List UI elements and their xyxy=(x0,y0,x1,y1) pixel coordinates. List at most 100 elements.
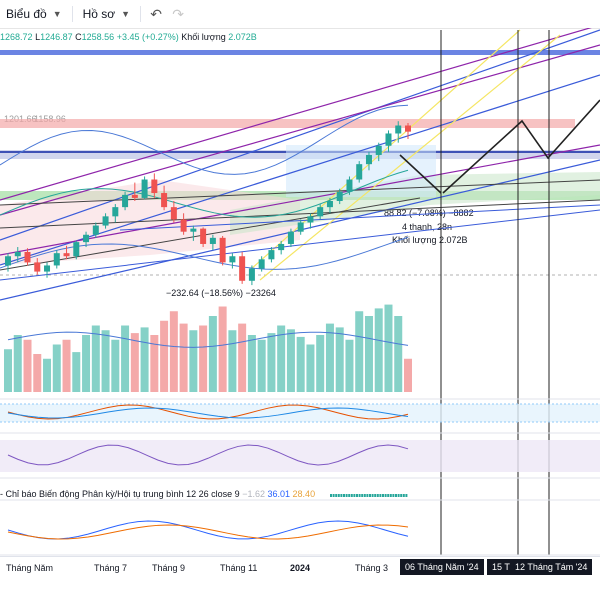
close-label: C xyxy=(75,32,82,42)
candle-body xyxy=(209,237,216,244)
candle-body xyxy=(326,201,333,208)
candle-body xyxy=(161,193,168,208)
candle-body xyxy=(248,268,255,281)
volume-bar xyxy=(296,336,305,392)
volume-bar xyxy=(257,339,266,392)
volume-value: 2.072B xyxy=(228,32,257,42)
candle-body xyxy=(375,145,382,155)
redo-icon[interactable]: ↷ xyxy=(172,5,184,22)
projection-path xyxy=(399,154,442,194)
undo-icon[interactable]: ↶ xyxy=(150,5,162,22)
volume-bar xyxy=(404,358,412,392)
candle-body xyxy=(112,207,119,217)
time-axis[interactable]: Tháng Năm Tháng 7 Tháng 9 Tháng 11 2024 … xyxy=(0,556,600,581)
candle-body xyxy=(317,207,324,217)
candle-body xyxy=(346,179,353,192)
macd-histogram-bar xyxy=(374,494,377,497)
volume-bar xyxy=(169,311,178,392)
volume-bar xyxy=(267,333,276,392)
macd-histogram-bar xyxy=(353,494,356,497)
volume-bar xyxy=(218,306,227,392)
crosshair-date-pill-2: 12 Tháng Tám '24 xyxy=(510,559,593,575)
macd-histogram-bar xyxy=(389,494,392,497)
x-tick-label: Tháng 9 xyxy=(152,563,186,573)
macd-histogram-bar xyxy=(387,494,390,497)
projection-path xyxy=(442,99,600,194)
macd-histogram-bar xyxy=(363,494,366,497)
price-chart[interactable]: 1201.66 1158.96 −232.64 (−18.56%) −23264… xyxy=(0,28,600,556)
candle-body xyxy=(24,251,31,263)
volume-bar xyxy=(208,316,217,392)
macd-histogram-bar xyxy=(340,494,343,497)
volume-bar xyxy=(189,330,198,392)
macd-histogram-bar xyxy=(392,494,395,497)
macd-histogram-bar xyxy=(358,494,361,497)
macd-histogram-bar xyxy=(382,494,384,497)
chevron-down-icon: ▼ xyxy=(121,9,131,19)
candle-body xyxy=(53,253,60,266)
volume-bar xyxy=(111,339,120,392)
rsi-line xyxy=(7,444,409,466)
candle-body xyxy=(44,265,51,272)
candle-body xyxy=(83,234,90,243)
macd-histogram-bar xyxy=(384,494,387,497)
bollinger-upper xyxy=(0,104,409,175)
volume-bar xyxy=(286,329,295,392)
macd-histogram-bar xyxy=(350,494,353,497)
volume-bar xyxy=(91,325,100,392)
macd-histogram-bar xyxy=(361,494,364,497)
trend-line xyxy=(0,29,600,241)
macd-histogram-bar xyxy=(330,494,332,497)
candle-body xyxy=(151,179,158,194)
volume-bar xyxy=(325,323,334,392)
candle-body xyxy=(92,225,99,235)
macd-histogram-bar xyxy=(348,494,351,497)
trend-line xyxy=(0,209,600,281)
macd-histogram-bar xyxy=(397,494,400,497)
candle-body xyxy=(5,256,11,266)
x-tick-label: Tháng Năm xyxy=(6,563,54,573)
close-value: 1258.56 xyxy=(81,32,115,42)
candle-body xyxy=(287,231,294,244)
macd-histogram-bar xyxy=(402,494,405,497)
macd-histogram-bar xyxy=(379,494,382,497)
volume-bar xyxy=(384,304,393,392)
volume-bar xyxy=(374,308,383,392)
volume-bar xyxy=(394,316,403,392)
volume-bar xyxy=(247,335,256,392)
volume-bar xyxy=(179,323,188,392)
profile-menu-button[interactable]: Hồ sơ ▼ xyxy=(77,0,136,28)
candle-body xyxy=(141,179,148,198)
toolbar-divider xyxy=(140,6,142,22)
volume-bar xyxy=(72,352,81,392)
macd-hist-value: −1.62 xyxy=(242,489,265,499)
x-tick-label: Tháng 11 xyxy=(220,563,258,573)
volume-bar xyxy=(52,344,61,392)
ohlc-legend: 1268.72 L1246.87 C1258.56 +3.45 (+0.27%)… xyxy=(0,32,257,42)
volume-bar xyxy=(13,335,22,392)
candle-body xyxy=(258,259,265,269)
macd-signal-line xyxy=(7,524,409,540)
profile-menu-label: Hồ sơ xyxy=(82,7,116,21)
volume-bar xyxy=(140,327,149,392)
trend-line xyxy=(0,74,600,266)
open-value: 1268.72 xyxy=(0,32,33,42)
chart-menu-button[interactable]: Biểu đồ ▼ xyxy=(0,0,68,28)
popup-line-2: 4 thanh, 28n xyxy=(402,222,452,232)
macd-signal-value: 28.40 xyxy=(292,489,316,499)
candle-body xyxy=(297,222,304,232)
candle-body xyxy=(73,242,80,257)
macd-histogram-bar xyxy=(400,494,403,497)
top-toolbar: Biểu đồ ▼ Hồ sơ ▼ ↶ ↷ xyxy=(0,0,600,29)
candle-body xyxy=(180,219,187,232)
candle-body xyxy=(268,250,275,260)
macd-legend-params: 12 26 close 9 xyxy=(186,489,240,499)
bottom-strip xyxy=(0,580,600,600)
volume-bar xyxy=(228,330,237,392)
candle-body xyxy=(336,191,343,201)
volume-label: Khối lượng xyxy=(181,32,226,42)
macd-line-value: 36.01 xyxy=(267,489,291,499)
candle-body xyxy=(190,228,197,232)
macd-histogram-bar xyxy=(337,494,340,497)
macd-histogram-bar xyxy=(371,494,374,497)
